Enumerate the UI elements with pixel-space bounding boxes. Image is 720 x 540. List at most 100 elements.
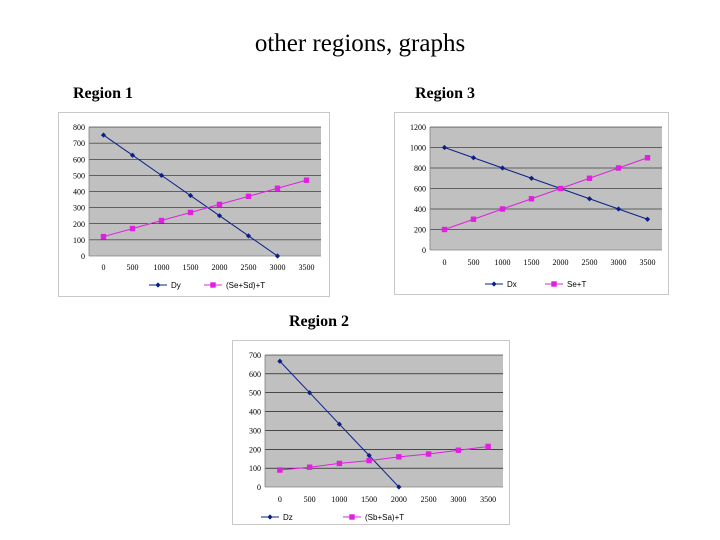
legend-marker: [267, 514, 273, 520]
y-tick-label: 200: [73, 220, 85, 229]
data-point: [586, 196, 593, 202]
plot-area: [265, 355, 503, 487]
region-1-chart: 0 100 200 300 400 500 600 700 800 0 500 1000 1500 200…: [58, 112, 330, 297]
y-tick-label: 600: [414, 185, 426, 194]
data-point: [129, 225, 136, 232]
data-point: [187, 192, 194, 199]
series-line-Dx: [444, 147, 648, 220]
legend-marker: [349, 514, 355, 520]
data-point: [615, 165, 622, 171]
data-point: [158, 172, 165, 178]
y-tick-label: 400: [73, 188, 85, 197]
data-point: [100, 132, 107, 138]
data-point: [277, 467, 283, 473]
x-tick-label: 3000: [611, 258, 627, 267]
legend-marker: [551, 281, 557, 287]
y-tick-label: 700: [249, 351, 261, 360]
x-tick-label: 1000: [495, 258, 511, 267]
x-tick-label: 2500: [421, 495, 437, 504]
y-tick-label: 0: [257, 483, 261, 492]
legend-label: Dz: [283, 513, 293, 522]
y-tick-label: 200: [249, 445, 261, 454]
data-point: [499, 165, 506, 171]
x-tick-label: 2000: [391, 495, 407, 504]
data-point: [557, 185, 564, 192]
x-tick-label: 3000: [270, 263, 286, 272]
y-tick-label: 100: [73, 236, 85, 245]
y-tick-label: 600: [249, 370, 261, 379]
legend-label: (Se+Sd)+T: [226, 281, 265, 290]
x-tick-label: 1500: [524, 258, 540, 267]
data-point: [306, 464, 313, 470]
x-tick-label: 3000: [450, 495, 466, 504]
data-point: [396, 484, 402, 490]
data-point: [586, 175, 593, 181]
data-point: [307, 390, 313, 396]
y-tick-label: 400: [414, 205, 426, 214]
data-point: [528, 196, 535, 202]
x-tick-label: 1000: [154, 263, 170, 272]
legend-label: (Sb+Sa)+T: [365, 513, 404, 522]
y-tick-label: 300: [73, 204, 85, 213]
data-point: [644, 155, 651, 161]
data-point: [470, 155, 477, 161]
data-point: [425, 451, 432, 457]
data-point: [336, 421, 342, 427]
data-point: [274, 185, 281, 191]
y-tick-label: 700: [73, 139, 85, 148]
legend-label: Se+T: [567, 280, 586, 289]
data-point: [528, 175, 535, 181]
region-3-chart-svg: 0 200 400 600 800 1000 1200 0 500 1000 1500 2000 250…: [410, 123, 662, 289]
data-point: [187, 209, 194, 216]
x-tick-label: 500: [127, 263, 139, 272]
y-tick-label: 1200: [410, 123, 426, 132]
data-point: [470, 216, 477, 222]
x-tick-label: 0: [278, 495, 282, 504]
region-1-chart-svg: 0 100 200 300 400 500 600 700 800 0 500 1000 1500 200…: [73, 123, 321, 290]
x-tick-label: 500: [304, 495, 316, 504]
data-point: [274, 253, 281, 259]
data-point: [100, 233, 107, 240]
y-tick-label: 600: [73, 155, 85, 164]
x-tick-label: 1500: [361, 495, 377, 504]
data-point: [615, 206, 622, 212]
data-point: [216, 213, 223, 219]
region-3-chart: 0 200 400 600 800 1000 1200 0 500 1000 1500 2000 250…: [394, 112, 669, 295]
data-point: [245, 233, 252, 239]
data-point: [366, 452, 372, 459]
y-tick-label: 100: [249, 464, 261, 473]
region-2-label: Region 2: [289, 313, 349, 330]
x-tick-label: 2000: [553, 258, 569, 267]
legend-marker: [491, 281, 497, 287]
data-point: [366, 457, 372, 464]
data-point: [441, 226, 448, 233]
x-tick-label: 2500: [582, 258, 598, 267]
y-tick-label: 0: [81, 252, 85, 261]
x-tick-label: 500: [468, 258, 480, 267]
legend-marker: [210, 282, 216, 288]
x-tick-label: 2500: [241, 263, 257, 272]
legend-label: Dx: [507, 280, 517, 289]
data-point: [158, 217, 165, 224]
series-line-(Sb+Sa)+T: [279, 445, 489, 471]
x-tick-label: 3500: [299, 263, 315, 272]
region-3-label: Region 3: [415, 85, 475, 102]
series-line-(Se+Sd)+T: [103, 179, 307, 238]
legend-marker: [155, 282, 161, 288]
y-tick-label: 800: [73, 123, 85, 132]
data-point: [336, 460, 343, 467]
y-tick-label: 200: [414, 226, 426, 235]
x-tick-label: 0: [443, 258, 447, 267]
data-point: [216, 201, 223, 208]
x-tick-label: 3500: [480, 495, 496, 504]
y-tick-label: 300: [249, 426, 261, 435]
legend-label: Dy: [171, 281, 181, 290]
y-tick-label: 800: [414, 164, 426, 173]
data-point: [245, 193, 252, 200]
data-point: [129, 152, 136, 158]
data-point: [455, 447, 462, 453]
data-point: [396, 454, 402, 460]
y-tick-label: 0: [422, 246, 426, 255]
data-point: [499, 206, 506, 212]
data-point: [303, 177, 310, 183]
